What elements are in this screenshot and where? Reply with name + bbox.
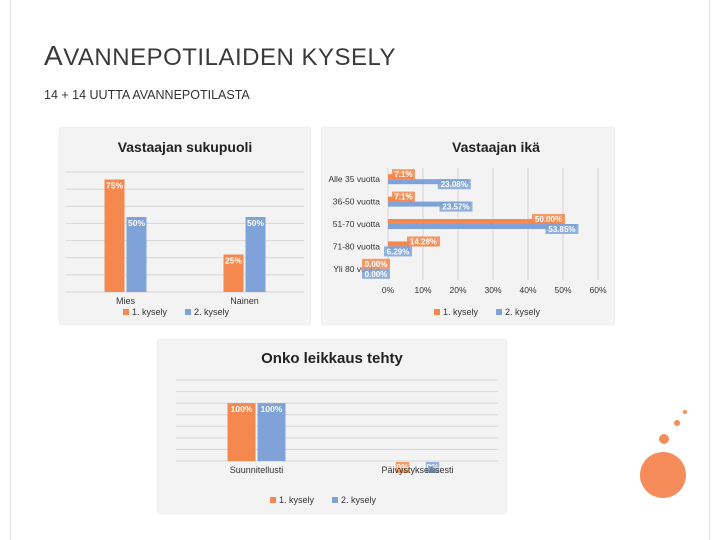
category-label: Suunnitellusti (230, 465, 284, 475)
decorative-circle (640, 452, 686, 498)
data-label-bg (532, 214, 565, 224)
legend-label: 2. kysely (194, 307, 230, 317)
legend-label: 1. kysely (443, 307, 479, 317)
slide-title: AVANNEPOTILAIDEN KYSELY (44, 40, 397, 71)
data-label: 7.1% (394, 193, 412, 202)
data-label-bg (545, 224, 579, 234)
data-label-bg (391, 169, 415, 180)
data-label-bg (437, 179, 471, 190)
legend-swatch (123, 309, 129, 315)
data-label: 7.1% (394, 170, 412, 179)
data-label-bg (384, 246, 413, 257)
category-label: Mies (116, 296, 136, 306)
category-label: Nainen (230, 296, 259, 306)
data-label: 100% (261, 404, 283, 414)
legend-swatch (434, 309, 440, 315)
data-label: 100% (231, 404, 253, 414)
data-label-bg (425, 462, 440, 473)
x-tick-label: 10% (414, 285, 431, 295)
data-label: 23.57% (442, 203, 469, 212)
legend-swatch (332, 497, 338, 503)
data-label: 0.00% (365, 260, 388, 269)
data-label: 6.29% (387, 247, 410, 256)
data-label: 14.28% (410, 237, 437, 246)
category-label: Päivystyksellisesti (381, 465, 453, 475)
legend-label: 2. kysely (341, 495, 377, 505)
legend-swatch (270, 497, 276, 503)
bar (388, 224, 577, 229)
bar (388, 179, 469, 185)
data-label-bg (395, 462, 410, 473)
data-label: 75% (106, 181, 123, 191)
category-label: 71-80 vuotta (333, 241, 381, 251)
data-label-bg (362, 268, 390, 279)
data-label-bg (105, 180, 124, 192)
legend-swatch (185, 309, 191, 315)
data-label: 0% (396, 462, 409, 472)
data-label-bg (439, 201, 473, 212)
legend-label: 2. kysely (505, 307, 541, 317)
data-label-bg (246, 218, 265, 229)
decorative-dot (683, 410, 687, 414)
surgery-chart-panel: Onko leikkaus tehty 100% 100% Suunnitellust… (158, 340, 506, 513)
right-border-rule (709, 0, 710, 540)
data-label-bg (391, 191, 415, 202)
data-label: 53.85% (548, 225, 575, 234)
data-label: 50.00% (535, 215, 562, 224)
data-label: 23.08% (441, 180, 468, 189)
x-tick-label: 40% (519, 285, 536, 295)
decorative-dot (659, 434, 669, 444)
x-tick-label: 30% (484, 285, 501, 295)
data-label-bg (362, 258, 390, 269)
category-label: 51-70 vuotta (333, 219, 381, 229)
decorative-dot (674, 420, 680, 426)
age-chart-panel: Vastaajan ikä 0% 10% 20% 30% 40% 50% 60% Alle 35… (322, 128, 614, 324)
left-border-rule (10, 0, 11, 540)
x-tick-label: 50% (554, 285, 571, 295)
data-label: 50% (128, 218, 145, 228)
chart-title: Vastaajan ikä (452, 139, 540, 155)
surgery-chart: Onko leikkaus tehty 100% 100% Suunnitellust… (176, 350, 498, 505)
slide-subtitle: 14 + 14 UUTTA AVANNEPOTILASTA (44, 88, 250, 102)
chart-title: Onko leikkaus tehty (261, 350, 403, 367)
bar (245, 217, 266, 292)
data-label-bg (259, 404, 284, 416)
data-label-bg (229, 404, 254, 416)
gender-chart-panel: Vastaajan sukupuoli 75% 50% Mies 25% 50% Naine… (60, 128, 310, 324)
bar (388, 219, 563, 224)
legend-swatch (496, 309, 502, 315)
bar (126, 217, 147, 292)
age-chart: Vastaajan ikä 0% 10% 20% 30% 40% 50% 60% Alle 35… (328, 139, 606, 317)
legend-label: 1. kysely (132, 307, 168, 317)
data-label: 50% (247, 218, 264, 228)
chart-title: Vastaajan sukupuoli (118, 139, 253, 155)
data-label: 0% (426, 462, 439, 472)
gender-chart: Vastaajan sukupuoli 75% 50% Mies 25% 50% Naine… (66, 139, 304, 317)
data-label-bg (224, 255, 243, 267)
legend-label: 1. kysely (279, 495, 315, 505)
x-tick-label: 60% (589, 285, 606, 295)
data-label-bg (406, 236, 440, 247)
x-tick-label: 0% (382, 285, 395, 295)
x-tick-label: 20% (449, 285, 466, 295)
data-label-bg (127, 218, 146, 229)
category-label: 36-50 vuotta (333, 197, 381, 207)
data-label: 0.00% (365, 270, 388, 279)
bar (388, 201, 471, 207)
data-label: 25% (225, 256, 242, 266)
category-label: Yli 80 vuotta (333, 264, 380, 274)
bar (104, 179, 125, 292)
category-label: Alle 35 vuotta (328, 174, 380, 184)
